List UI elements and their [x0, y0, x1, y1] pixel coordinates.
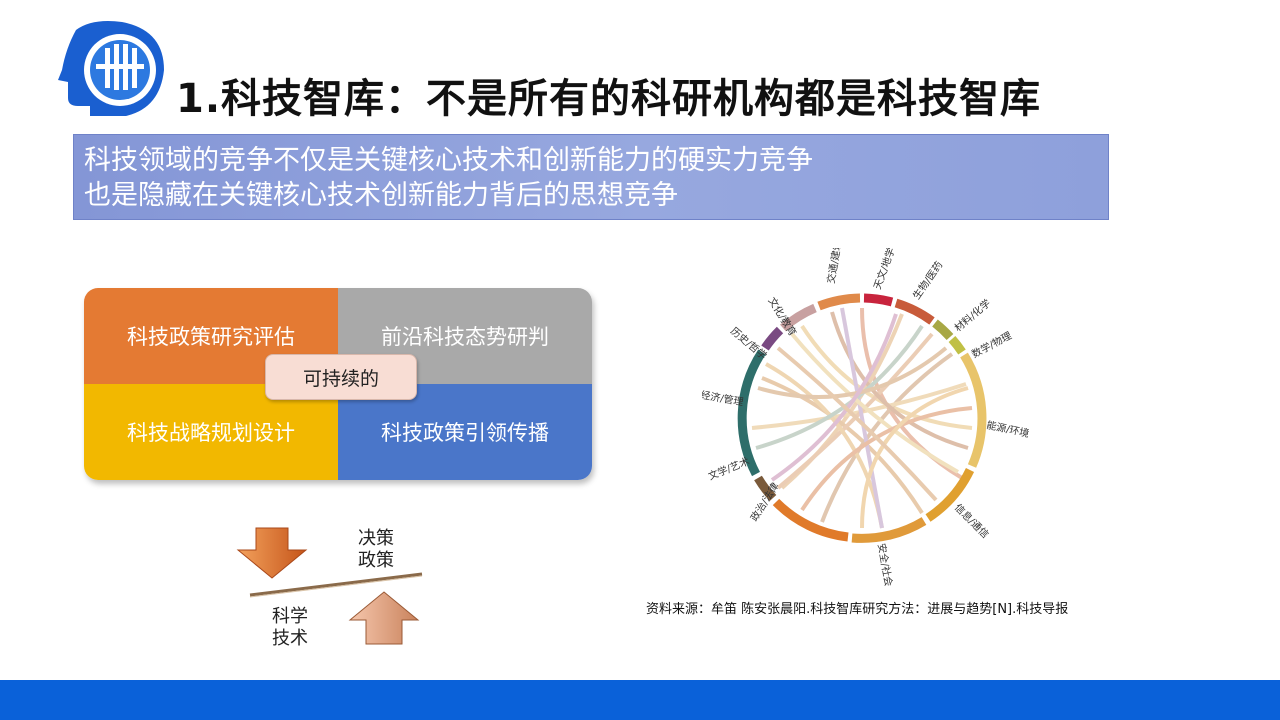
chord-label-4: 数学/物理: [969, 329, 1013, 361]
chord-label-7: 安全/社会: [875, 542, 895, 587]
lever-science-label: 科学 技术: [272, 606, 308, 650]
lever-diagram: [236, 520, 436, 650]
org-logo-icon: [56, 18, 168, 118]
footer-bar: [0, 680, 1280, 720]
subtitle-line-2: 也是隐藏在关键核心技术创新能力背后的思想竞争: [84, 180, 678, 211]
quadrant-bottom-right: 科技政策引领传播: [338, 384, 592, 480]
chord-label-5: 能源/环境: [985, 418, 1030, 440]
source-citation: 资料来源：牟笛 陈安张晨阳.科技智库研究方法：进展与趋势[N].科技导报: [646, 602, 1069, 617]
lever-decision-label: 决策 政策: [358, 528, 394, 572]
quadrant-center-badge: 可持续的: [265, 354, 417, 400]
chord-label-10: 经济/管理: [702, 388, 744, 408]
chord-label-2: 生物/医药: [910, 259, 946, 302]
lever-policy-text: 政策: [358, 550, 394, 571]
chord-label-0: 交通/建筑: [824, 248, 844, 285]
subtitle-banner: 科技领域的竞争不仅是关键核心技术和创新能力的硬实力竞争 也是隐藏在关键核心技术创…: [73, 134, 1109, 220]
quadrant-diagram: 科技政策研究评估 前沿科技态势研判 科技战略规划设计 科技政策引领传播: [84, 288, 592, 480]
chord-label-3: 材料/化学: [952, 296, 994, 334]
lever-tech-text: 技术: [272, 628, 308, 649]
up-arrow-icon: [348, 591, 420, 645]
down-arrow-icon: [236, 527, 308, 579]
chord-label-6: 信息/通信: [952, 501, 992, 541]
lever-decision-text: 决策: [358, 528, 394, 549]
chord-label-9: 文学/艺术: [706, 454, 751, 482]
page-title: 1.科技智库：不是所有的科研机构都是科技智库: [176, 76, 1042, 122]
lever-science-text: 科学: [272, 606, 308, 627]
subtitle-line-1: 科技领域的竞争不仅是关键核心技术和创新能力的硬实力竞争: [84, 145, 813, 176]
quadrant-bottom-left: 科技战略规划设计: [84, 384, 338, 480]
chord-label-1: 天文/地学: [871, 248, 898, 291]
chord-diagram: 交通/建筑 天文/地学 生物/医药 材料/化学 数学/物理 能源/环境 信息/通…: [699, 240, 1032, 588]
